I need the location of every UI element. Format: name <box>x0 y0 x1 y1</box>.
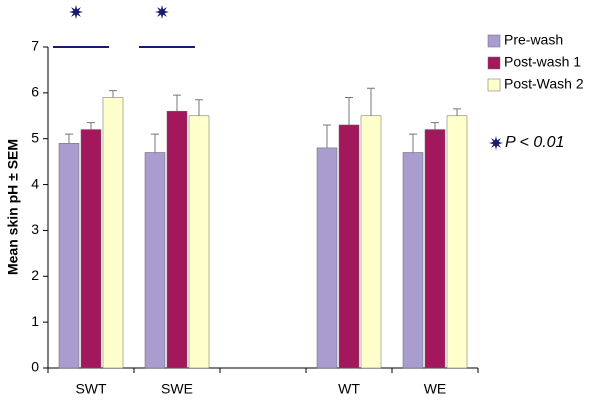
x-tick-label: SWT <box>75 381 107 397</box>
significance-star <box>155 5 169 19</box>
x-tick-label: WT <box>338 381 360 397</box>
significance-star <box>69 5 83 19</box>
legend-label: Post-Wash 2 <box>504 76 584 92</box>
error-bar <box>409 133 417 153</box>
error-bar <box>151 133 159 153</box>
error-bar <box>453 108 461 116</box>
y-tick-label: 7 <box>31 38 39 54</box>
y-tick-label: 6 <box>31 84 39 100</box>
y-axis-label: Mean skin pH ± SEM <box>5 139 21 275</box>
y-tick-label: 3 <box>31 221 39 237</box>
annotation-star <box>489 136 503 150</box>
bar <box>166 110 188 369</box>
y-tick-label: 0 <box>31 359 39 375</box>
x-tick-label: SWE <box>161 381 193 397</box>
legend-label: Post-wash 1 <box>504 54 581 70</box>
bar <box>144 152 166 369</box>
bar <box>58 143 80 369</box>
legend-swatch <box>487 34 501 48</box>
bar <box>80 129 102 369</box>
error-bar <box>323 124 331 148</box>
error-bar <box>173 94 181 112</box>
bar <box>446 115 468 369</box>
error-bar <box>367 87 375 116</box>
bar <box>360 115 382 369</box>
legend-swatch <box>487 56 501 70</box>
bar <box>402 152 424 369</box>
error-bar <box>345 96 353 125</box>
y-tick-label: 2 <box>31 267 39 283</box>
bar <box>188 115 210 369</box>
legend-label: Pre-wash <box>504 32 563 48</box>
y-tick-label: 5 <box>31 129 39 145</box>
annotation: P < 0.01 <box>505 134 564 151</box>
y-tick-label: 4 <box>31 175 39 191</box>
x-tick-label: WE <box>424 381 447 397</box>
bar <box>338 124 360 369</box>
bar <box>424 129 446 369</box>
error-bar <box>195 99 203 116</box>
legend-swatch <box>487 78 501 92</box>
error-bar <box>431 122 439 130</box>
error-bar <box>87 122 95 130</box>
bar <box>316 147 338 369</box>
y-tick-label: 1 <box>31 313 39 329</box>
error-bar <box>109 90 117 98</box>
error-bar <box>65 133 73 144</box>
bar <box>102 97 124 369</box>
